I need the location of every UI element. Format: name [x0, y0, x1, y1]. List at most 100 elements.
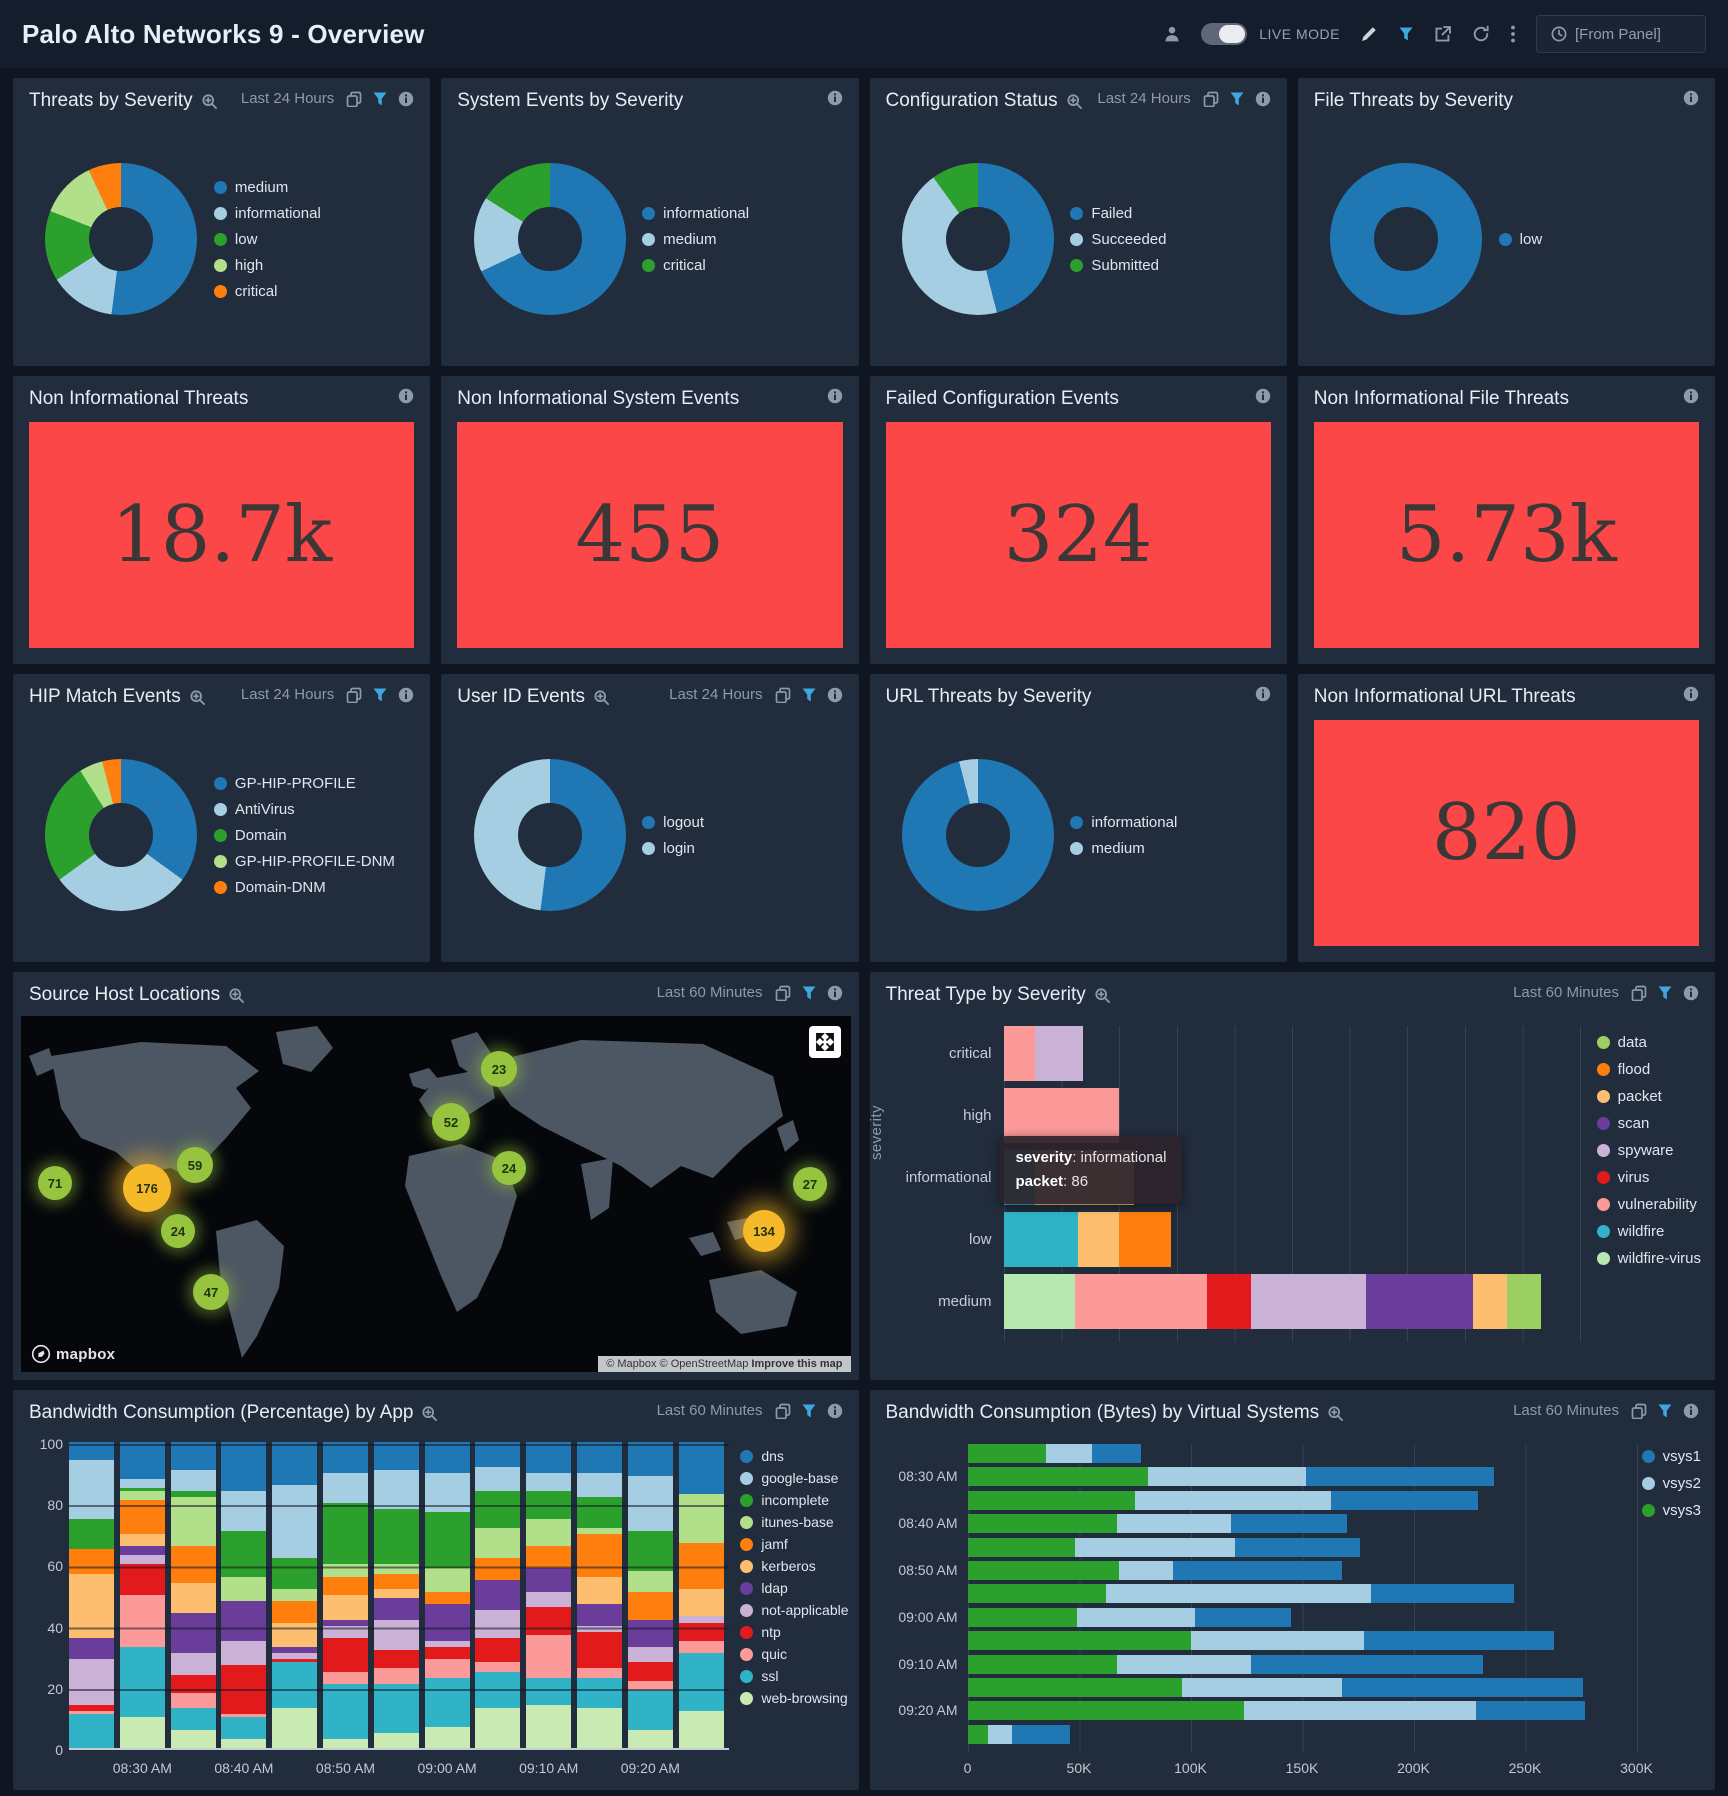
zoom-in-icon[interactable] — [593, 689, 610, 706]
bar-segment-vsys1[interactable] — [1371, 1584, 1514, 1604]
bar-segment-vsys1[interactable] — [1342, 1678, 1583, 1697]
stacked-bar[interactable] — [967, 1514, 1347, 1534]
bar-segment-vsys1[interactable] — [1250, 1654, 1483, 1674]
column-segment-google-base[interactable] — [526, 1472, 572, 1492]
bar-segment-vsys2[interactable] — [1181, 1678, 1343, 1697]
column-segment-dns[interactable] — [526, 1442, 572, 1473]
legend-item[interactable]: spyware — [1596, 1142, 1701, 1159]
column-segment-itunes-base[interactable] — [221, 1576, 267, 1602]
column-segment-dns[interactable] — [323, 1442, 368, 1473]
bar-segment-vsys1[interactable] — [1330, 1490, 1479, 1510]
column-segment-dns[interactable] — [627, 1442, 673, 1476]
column-segment-ldap[interactable] — [577, 1604, 622, 1626]
column-segment-quic[interactable] — [627, 1680, 673, 1690]
map-marker[interactable]: 47 — [193, 1274, 229, 1310]
bar-segment-vsys2[interactable] — [1116, 1654, 1251, 1674]
donut-chart[interactable] — [29, 759, 214, 911]
column-segment-quic[interactable] — [323, 1671, 368, 1684]
stacked-column[interactable] — [475, 1442, 521, 1748]
legend-item[interactable]: ssl — [740, 1668, 848, 1684]
legend-item[interactable]: packet — [1596, 1088, 1701, 1105]
legend-item[interactable]: vsys2 — [1641, 1475, 1701, 1492]
column-segment-jamf[interactable] — [119, 1500, 165, 1534]
bar-segment-vsys3[interactable] — [967, 1444, 1046, 1463]
info-icon[interactable] — [827, 985, 843, 1001]
column-segment-ssl[interactable] — [373, 1683, 419, 1733]
column-segment-ntp[interactable] — [170, 1674, 216, 1693]
stacked-column[interactable] — [424, 1442, 470, 1748]
column-segment-ldap[interactable] — [475, 1579, 521, 1611]
stacked-column[interactable] — [170, 1442, 216, 1748]
map-fullscreen-button[interactable] — [808, 1026, 841, 1058]
legend-item[interactable]: not-applicable — [740, 1602, 849, 1618]
bar-segment-vsys3[interactable] — [967, 1537, 1075, 1557]
column-segment-dns[interactable] — [221, 1442, 267, 1492]
column-segment-dns[interactable] — [170, 1442, 216, 1470]
stacked-bar[interactable] — [967, 1467, 1494, 1487]
bar-segment-vsys3[interactable] — [967, 1561, 1120, 1580]
column-segment-incomplete[interactable] — [373, 1509, 419, 1565]
donut-chart[interactable] — [457, 759, 642, 911]
stacked-bar[interactable] — [967, 1584, 1514, 1604]
info-icon[interactable] — [1255, 686, 1271, 702]
column-segment-web-browsing[interactable] — [475, 1708, 521, 1748]
column-segment-ldap[interactable] — [119, 1546, 165, 1556]
bar-segment-flood[interactable] — [1118, 1212, 1171, 1267]
column-segment-google-base[interactable] — [272, 1484, 318, 1559]
legend-item[interactable]: low — [213, 231, 321, 248]
filter-icon[interactable] — [1657, 985, 1673, 1001]
column-segment-ntp[interactable] — [221, 1665, 267, 1715]
edit-icon[interactable] — [1360, 25, 1378, 43]
column-segment-quic[interactable] — [119, 1595, 165, 1648]
map-marker[interactable]: 52 — [432, 1103, 470, 1141]
stacked-column[interactable] — [221, 1442, 267, 1748]
stacked-bar[interactable] — [967, 1631, 1554, 1651]
column-segment-not-applicable[interactable] — [119, 1555, 165, 1565]
legend-item[interactable]: web-browsing — [740, 1690, 848, 1706]
column-segment-ssl[interactable] — [526, 1677, 572, 1706]
map-marker[interactable]: 71 — [38, 1166, 72, 1200]
column-segment-incomplete[interactable] — [475, 1491, 521, 1528]
zoom-in-icon[interactable] — [189, 689, 206, 706]
column-segment-not-applicable[interactable] — [221, 1640, 267, 1666]
column-segment-kerberos[interactable] — [272, 1622, 318, 1648]
column-segment-ntp[interactable] — [373, 1650, 419, 1669]
column-segment-ssl[interactable] — [678, 1653, 724, 1712]
column-segment-dns[interactable] — [69, 1442, 114, 1461]
column-segment-not-applicable[interactable] — [373, 1619, 419, 1651]
bar-segment-vsys1[interactable] — [1475, 1701, 1586, 1721]
stacked-column[interactable] — [373, 1442, 419, 1748]
column-segment-web-browsing[interactable] — [526, 1705, 572, 1748]
column-segment-ldap[interactable] — [627, 1619, 673, 1648]
column-segment-ssl[interactable] — [221, 1717, 267, 1739]
stacked-column[interactable] — [526, 1442, 572, 1748]
map-marker[interactable]: 24 — [492, 1151, 526, 1185]
column-segment-kerberos[interactable] — [678, 1588, 724, 1617]
column-segment-ntp[interactable] — [577, 1631, 622, 1669]
column-segment-quic[interactable] — [475, 1662, 521, 1672]
legend-item[interactable]: quic — [740, 1646, 848, 1662]
filter-icon[interactable] — [801, 985, 817, 1001]
stacked-column[interactable] — [69, 1442, 114, 1748]
info-icon[interactable] — [1683, 388, 1699, 404]
column-segment-itunes-base[interactable] — [475, 1527, 521, 1559]
column-segment-google-base[interactable] — [577, 1472, 622, 1498]
column-segment-incomplete[interactable] — [424, 1512, 470, 1568]
bar-segment-vsys2[interactable] — [1116, 1514, 1231, 1534]
column-segment-quic[interactable] — [678, 1640, 724, 1654]
copy-icon[interactable] — [346, 91, 362, 107]
filter-icon[interactable] — [801, 1403, 817, 1419]
column-segment-google-base[interactable] — [69, 1460, 114, 1519]
stacked-column[interactable] — [577, 1442, 622, 1748]
refresh-icon[interactable] — [1472, 25, 1490, 43]
zoom-in-icon[interactable] — [228, 987, 245, 1004]
column-segment-incomplete[interactable] — [627, 1530, 673, 1571]
column-segment-kerberos[interactable] — [373, 1588, 419, 1599]
column-segment-incomplete[interactable] — [526, 1491, 572, 1519]
copy-icon[interactable] — [1203, 91, 1219, 107]
filter-icon[interactable] — [1657, 1403, 1673, 1419]
user-icon[interactable] — [1163, 25, 1181, 43]
column-segment-quic[interactable] — [526, 1634, 572, 1678]
bar-segment-vsys3[interactable] — [967, 1631, 1191, 1651]
info-icon[interactable] — [827, 90, 843, 106]
